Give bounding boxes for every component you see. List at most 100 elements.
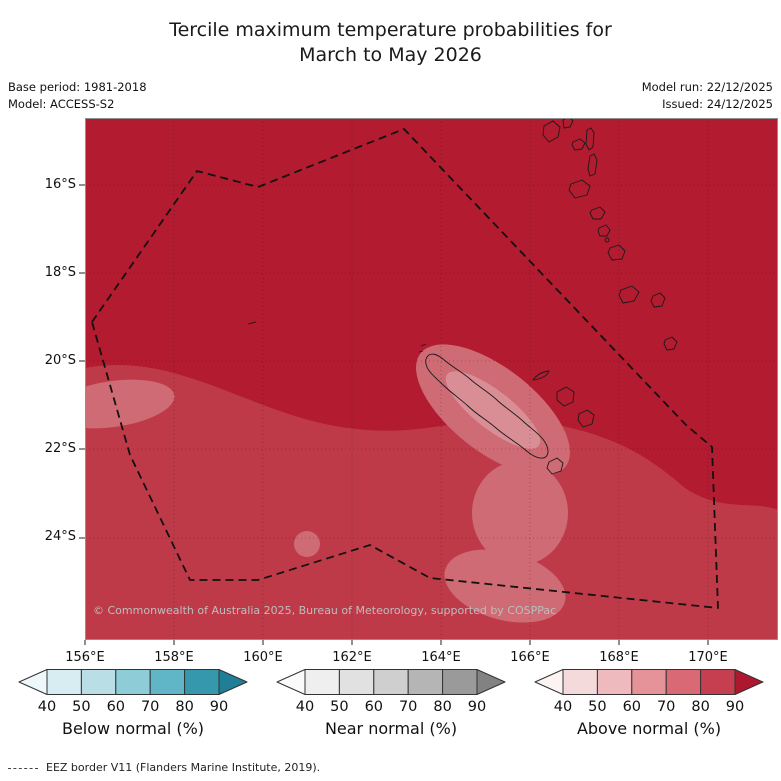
colorbar-near-normal: [276, 669, 506, 695]
island-tanna: [650, 292, 666, 308]
colorbar-segment: [442, 669, 478, 695]
island-pentecost: [587, 153, 598, 177]
meta-left: Base period: 1981-2018 Model: ACCESS-S2: [8, 79, 147, 112]
title-line-1: Tercile maximum temperature probabilitie…: [169, 19, 612, 41]
islands: [247, 118, 678, 475]
island-ouvea: [532, 370, 550, 381]
colorbar-segment: [149, 669, 186, 695]
eez-border-line: [91, 128, 719, 609]
colorbar-above-normal: [534, 669, 764, 695]
colorbar-ticks-above: 40 50 60 70 80 90: [527, 699, 771, 716]
legend-tick: 50: [72, 699, 91, 715]
colorbar-segment: [373, 669, 409, 695]
lon-label: 156°E: [65, 650, 105, 665]
lon-label: 168°E: [599, 650, 639, 665]
legend-tick: 50: [588, 699, 607, 715]
map-frame: [85, 118, 778, 640]
probability-map: © Commonwealth of Australia 2025, Bureau…: [79, 118, 778, 645]
region-prob-80-90: [85, 364, 778, 640]
legend-tick: 40: [553, 699, 573, 715]
eez-footnote: EEZ border V11 (Flanders Marine Institut…: [8, 761, 320, 774]
legend-tick: 80: [433, 699, 452, 715]
island-efate: [607, 244, 626, 261]
island-reef-west: [247, 321, 257, 325]
island-aneityum: [663, 336, 678, 351]
island-lifou: [556, 386, 575, 407]
meta-right: Model run: 22/12/2025 Issued: 24/12/2025: [642, 79, 773, 112]
legend-tick: 80: [691, 699, 710, 715]
colorbar-segment: [276, 669, 306, 695]
legend-tick: 60: [106, 699, 126, 715]
patch-prob-70-80-blob: [294, 531, 320, 557]
legend-tick: 70: [656, 699, 676, 715]
colorbar-segment: [338, 669, 375, 695]
legend-tick: 70: [398, 699, 418, 715]
colorbar-segment: [304, 669, 340, 695]
issued-text: Issued: 24/12/2025: [662, 96, 773, 111]
island-epi: [597, 224, 611, 237]
model-text: Model: ACCESS-S2: [8, 96, 115, 111]
lat-label: 20°S: [44, 353, 76, 368]
legend-below-normal: 40 50 60 70 80 90 Below normal (%): [8, 668, 258, 738]
legend-tick: 90: [467, 699, 487, 715]
patch-prob-70-80-west: [85, 379, 175, 429]
legend-above-normal: 40 50 60 70 80 90 Above normal (%): [524, 668, 774, 738]
colorbar-below-normal: [18, 669, 248, 695]
lon-label: 160°E: [243, 650, 283, 665]
map-canvas: [79, 118, 778, 645]
colorbar-segment: [534, 669, 564, 695]
colorbar-segment: [218, 669, 248, 695]
island-santo: [542, 120, 561, 143]
colorbar-segment: [46, 669, 82, 695]
colorbar-ticks-near: 40 50 60 70 80 90: [269, 699, 513, 716]
lat-label: 16°S: [44, 177, 76, 192]
legend-tick: 40: [295, 699, 315, 715]
legend-tick: 90: [725, 699, 745, 715]
patch-prob-70-80-bridge: [472, 461, 568, 565]
colorbar-segment: [631, 669, 667, 695]
legend-label-near: Near normal (%): [324, 719, 458, 738]
legend-label-above: Above normal (%): [576, 719, 722, 738]
island-ambrym: [589, 206, 606, 220]
legend-near-normal: 40 50 60 70 80 90 Near normal (%): [266, 668, 516, 738]
legend-tick: 40: [37, 699, 57, 715]
title-line-2: March to May 2026: [299, 44, 482, 66]
lon-label: 164°E: [421, 650, 461, 665]
legend-tick: 80: [175, 699, 194, 715]
legend-tick: 90: [209, 699, 229, 715]
island-shepherd: [604, 237, 610, 243]
lon-label: 158°E: [154, 650, 194, 665]
colorbar-segment: [734, 669, 764, 695]
colorbar-segment: [115, 669, 151, 695]
island-erromango: [618, 285, 640, 304]
legend: 40 50 60 70 80 90 Below normal (%) 40 50 60 70 80…: [0, 668, 781, 754]
legend-tick: 60: [364, 699, 384, 715]
island-ambae: [571, 138, 586, 151]
colorbar-segment: [700, 669, 736, 695]
colorbar-segment: [562, 669, 598, 695]
patch-prob-60-70-island-core: [445, 371, 541, 449]
legend-tick: 70: [140, 699, 160, 715]
lat-label: 18°S: [44, 265, 76, 280]
model-run-text: Model run: 22/12/2025: [641, 80, 773, 94]
eez-dash-sample-icon: [8, 767, 38, 769]
lon-label: 166°E: [510, 650, 550, 665]
island-banks: [562, 118, 574, 129]
legend-tick: 60: [622, 699, 642, 715]
legend-tick: 50: [330, 699, 349, 715]
gridlines: [85, 118, 778, 640]
colorbar-ticks-below: 40 50 60 70 80 90: [11, 699, 255, 716]
island-maewo: [585, 127, 595, 151]
colorbar-segment: [407, 669, 444, 695]
lon-label: 162°E: [332, 650, 372, 665]
colorbar-segment: [80, 669, 117, 695]
island-grande-terre: [425, 353, 549, 459]
colorbar-segment: [596, 669, 633, 695]
island-mare: [577, 409, 595, 428]
lat-label: 24°S: [44, 529, 76, 544]
colorbar-segment: [18, 669, 48, 695]
legend-label-below: Below normal (%): [61, 719, 205, 738]
page-title: Tercile maximum temperature probabilitie…: [0, 18, 781, 68]
island-belep: [418, 343, 427, 353]
colorbar-segment: [665, 669, 702, 695]
